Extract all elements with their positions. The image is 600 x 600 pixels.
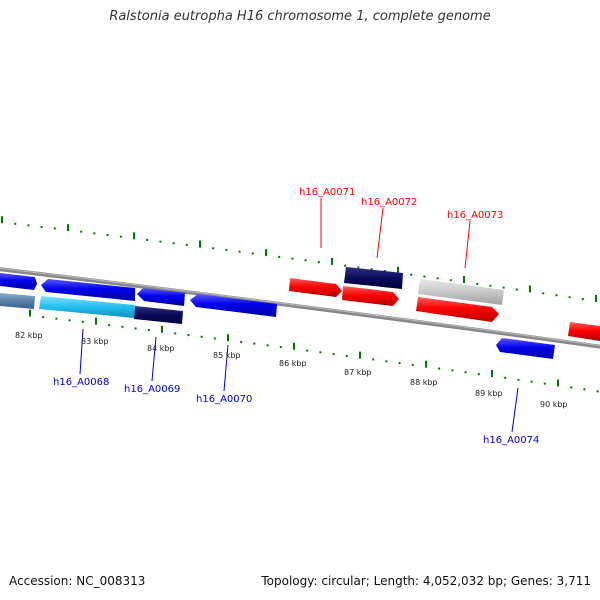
ruler-label: 89 kbp bbox=[475, 389, 503, 398]
ruler-label: 88 kbp bbox=[410, 378, 438, 387]
reverse-gene-feature[interactable] bbox=[496, 338, 555, 359]
reverse-gene-feature[interactable] bbox=[190, 294, 277, 317]
gene-label-h16-a0070[interactable]: h16_A0070 bbox=[196, 394, 252, 405]
map-title: Ralstonia eutropha H16 chromosome 1, com… bbox=[109, 9, 491, 24]
gene-label-h16-a0071[interactable]: h16_A0071 bbox=[299, 187, 355, 198]
ruler-label: 83 kbp bbox=[81, 337, 109, 346]
label-leader-line bbox=[151, 336, 157, 382]
forward-gene-feature[interactable] bbox=[0, 273, 37, 290]
gene-label-h16-a0073[interactable]: h16_A0073 bbox=[447, 210, 503, 221]
reverse-gene-feature[interactable] bbox=[39, 296, 135, 318]
forward-gene-feature[interactable] bbox=[41, 279, 135, 301]
genome-stats-text: Topology: circular; Length: 4,052,032 bp… bbox=[261, 574, 591, 588]
gene-label-h16-a0072[interactable]: h16_A0072 bbox=[361, 197, 417, 208]
label-leader-line bbox=[376, 207, 384, 259]
gene-label-h16-a0069[interactable]: h16_A0069 bbox=[124, 384, 180, 395]
ruler-label: 82 kbp bbox=[15, 331, 43, 340]
reverse-gene-feature[interactable] bbox=[134, 306, 183, 324]
forward-gene-feature[interactable] bbox=[342, 286, 399, 306]
ruler-label: 86 kbp bbox=[279, 359, 307, 368]
forward-gene-feature[interactable] bbox=[568, 322, 600, 341]
label-leader-line bbox=[79, 328, 84, 375]
forward-gene-feature[interactable] bbox=[418, 279, 504, 305]
reverse-gene-feature[interactable] bbox=[0, 293, 35, 309]
accession-text: Accession: NC_008313 bbox=[9, 574, 146, 588]
ruler-label: 85 kbp bbox=[213, 351, 241, 360]
label-leader-line bbox=[511, 387, 519, 433]
gene-label-h16-a0068[interactable]: h16_A0068 bbox=[53, 377, 109, 388]
forward-gene-feature[interactable] bbox=[344, 267, 403, 289]
ruler-label: 84 kbp bbox=[147, 344, 175, 353]
ruler-label: 87 kbp bbox=[344, 368, 372, 377]
reverse-gene-feature[interactable] bbox=[137, 288, 185, 306]
upper-ruler bbox=[1, 216, 597, 302]
label-leader-line bbox=[464, 220, 471, 269]
lower-ruler bbox=[29, 309, 599, 393]
backbone-highlight bbox=[0, 267, 600, 347]
forward-gene-feature[interactable] bbox=[416, 297, 499, 322]
forward-gene-feature[interactable] bbox=[289, 278, 342, 297]
gene-label-h16-a0074[interactable]: h16_A0074 bbox=[483, 435, 539, 446]
backbone-line bbox=[0, 267, 600, 349]
ruler-label: 90 kbp bbox=[540, 400, 568, 409]
label-leader-line bbox=[223, 344, 229, 392]
